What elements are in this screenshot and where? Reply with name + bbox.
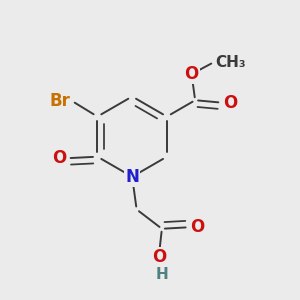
- Text: CH₃: CH₃: [215, 55, 246, 70]
- Text: O: O: [184, 65, 199, 83]
- Text: O: O: [152, 248, 166, 266]
- Text: N: N: [125, 168, 139, 186]
- Text: H: H: [156, 267, 169, 282]
- Text: O: O: [190, 218, 204, 236]
- Text: Br: Br: [50, 92, 71, 110]
- Text: O: O: [52, 149, 66, 167]
- Text: O: O: [223, 94, 237, 112]
